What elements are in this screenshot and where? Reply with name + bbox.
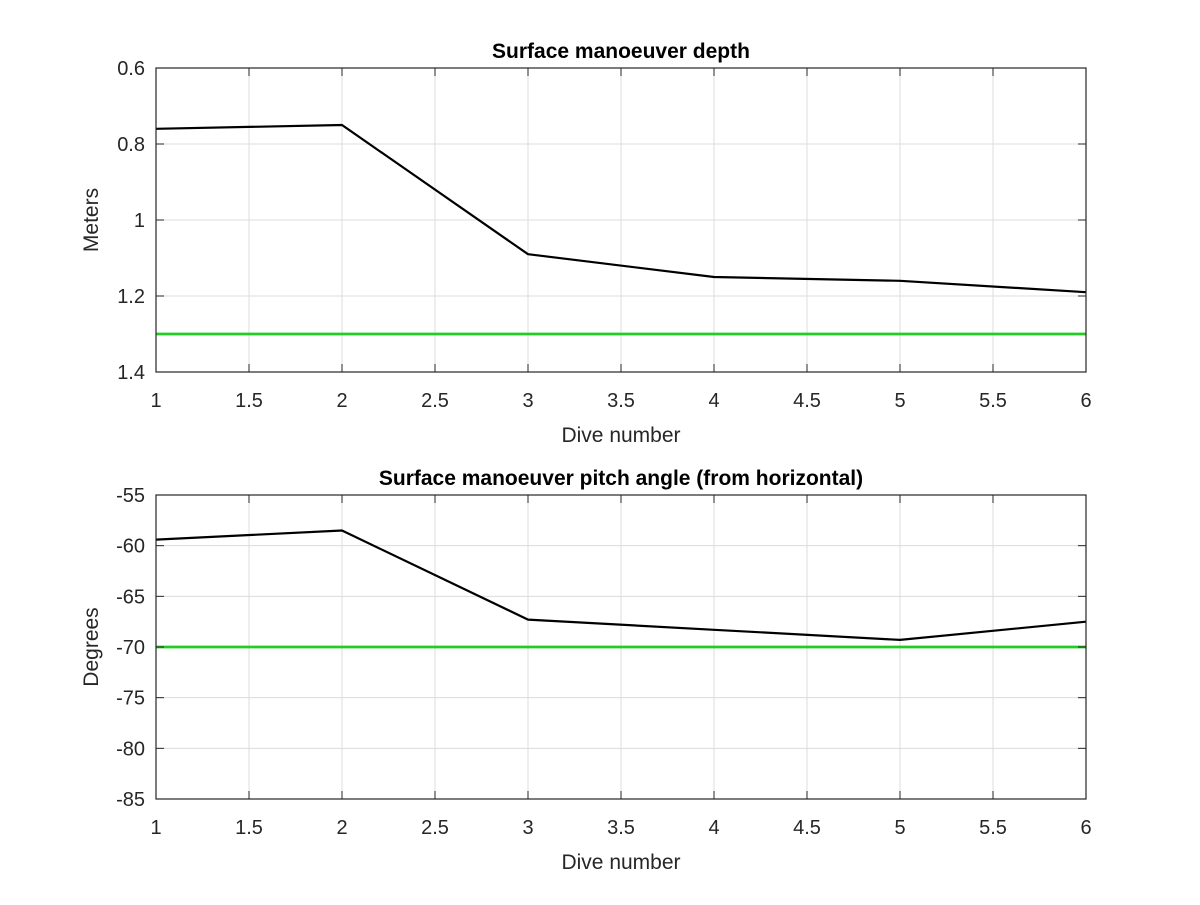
y-tick-label: -75	[116, 688, 145, 710]
y-tick-label: 0.6	[117, 58, 145, 80]
x-tick-label: 5	[894, 817, 905, 839]
x-tick-label: 2.5	[421, 817, 449, 839]
x-tick-label: 6	[1080, 817, 1091, 839]
y-tick-label: -80	[116, 738, 145, 760]
chart-title: Surface manoeuver depth	[492, 40, 750, 63]
x-tick-label: 6	[1080, 390, 1091, 412]
y-tick-label: 1	[134, 210, 145, 232]
y-tick-label: 1.2	[117, 286, 145, 308]
x-tick-label: 5.5	[979, 817, 1007, 839]
x-tick-label: 3	[522, 390, 533, 412]
x-tick-label: 4.5	[793, 817, 821, 839]
chart-title: Surface manoeuver pitch angle (from hori…	[379, 467, 863, 490]
data-series-line	[155, 529, 1087, 642]
x-tick-label: 4.5	[793, 390, 821, 412]
pitch-angle-chart: 1 1.5 2 2.5 3 3.5 4 4.5 5 5.5 6 -55 -60 -65 -70 -75 -80 -…	[80, 467, 1092, 874]
x-tick-label: 4	[708, 817, 719, 839]
x-axis-label: Dive number	[561, 424, 680, 447]
x-axis-label: Dive number	[561, 851, 680, 874]
x-tick-label: 1	[150, 817, 161, 839]
y-tick-label: -85	[116, 789, 145, 811]
y-axis-label: Meters	[80, 188, 103, 252]
y-tick-label: -65	[116, 586, 145, 608]
data-series-line	[155, 123, 1087, 294]
x-tick-label: 2.5	[421, 390, 449, 412]
y-tick-label: 1.4	[117, 362, 145, 384]
x-tick-label: 3	[522, 817, 533, 839]
x-tick-label: 1.5	[235, 817, 263, 839]
x-tick-label: 5	[894, 390, 905, 412]
x-tick-label: 1.5	[235, 390, 263, 412]
y-tick-label: -55	[116, 485, 145, 507]
x-tick-label: 3.5	[607, 817, 635, 839]
x-tick-label: 2	[336, 390, 347, 412]
y-axis-label: Degrees	[80, 607, 103, 686]
x-tick-label: 1	[150, 390, 161, 412]
depth-chart: 1 1.5 2 2.5 3 3.5 4 4.5 5 5.5 6 0.6 0.8 1 1.2 1.4 Surfac…	[80, 40, 1092, 447]
x-tick-label: 3.5	[607, 390, 635, 412]
x-tick-label: 4	[708, 390, 719, 412]
y-tick-label: -70	[116, 637, 145, 659]
x-tick-label: 5.5	[979, 390, 1007, 412]
y-tick-label: 0.8	[117, 134, 145, 156]
x-tick-label: 2	[336, 817, 347, 839]
y-tick-label: -60	[116, 536, 145, 558]
